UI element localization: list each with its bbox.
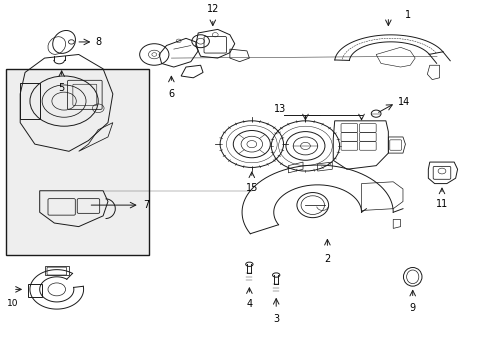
- Text: 9: 9: [409, 303, 415, 312]
- Text: 14: 14: [397, 97, 409, 107]
- Text: 11: 11: [435, 199, 447, 209]
- Text: 10: 10: [7, 300, 19, 309]
- Text: 1: 1: [405, 10, 411, 20]
- Text: 8: 8: [96, 37, 102, 47]
- Text: 4: 4: [246, 299, 252, 309]
- Text: 15: 15: [245, 183, 258, 193]
- Text: 5: 5: [59, 83, 64, 93]
- Text: 13: 13: [273, 104, 285, 114]
- Text: 3: 3: [273, 315, 279, 324]
- Text: 7: 7: [143, 200, 149, 210]
- Text: 6: 6: [168, 89, 174, 99]
- Text: 12: 12: [206, 4, 219, 14]
- Text: 2: 2: [324, 253, 330, 264]
- Bar: [5, 69, 149, 255]
